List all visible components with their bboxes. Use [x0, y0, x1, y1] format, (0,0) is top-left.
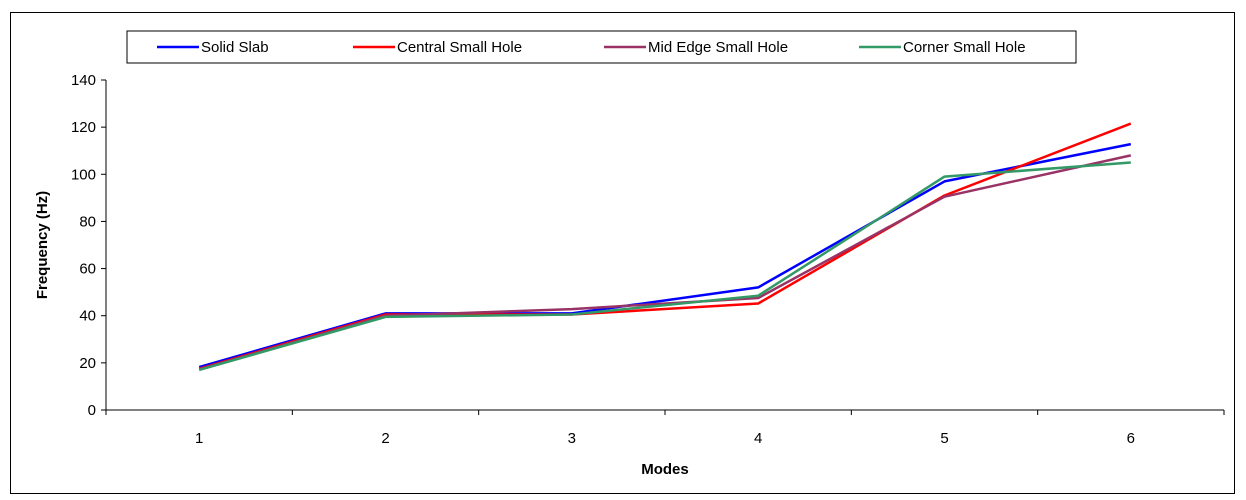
x-tick-label: 2	[381, 430, 389, 447]
y-tick-label: 100	[71, 166, 96, 183]
series-line-central-small-hole	[198, 122, 1132, 371]
legend-label: Central Small Hole	[397, 39, 522, 56]
series-line-corner-small-hole	[198, 161, 1131, 372]
x-tick-label: 3	[568, 430, 576, 447]
x-axis-title: Modes	[641, 461, 689, 478]
y-tick-label: 120	[71, 119, 96, 136]
x-ticks: 1 2 3 4 5 6	[105, 410, 1225, 447]
y-tick-label: 140	[71, 72, 96, 89]
y-tick-label: 80	[79, 213, 96, 230]
x-tick-label: 5	[940, 430, 948, 447]
legend-box	[126, 30, 1077, 64]
series-lines	[198, 122, 1132, 372]
x-tick-label: 6	[1127, 430, 1135, 447]
series-line-mid-edge-small-hole	[198, 154, 1132, 371]
y-tick-label: 20	[79, 355, 96, 372]
legend-label: Corner Small Hole	[903, 39, 1026, 56]
y-tick-label: 60	[79, 261, 96, 278]
y-tick-label: 40	[79, 308, 96, 325]
legend-label: Solid Slab	[201, 39, 269, 56]
y-ticks: 0 20 40 60 80 100 120 140	[71, 72, 106, 419]
chart-frame	[10, 12, 1235, 494]
x-tick-label: 1	[195, 430, 203, 447]
x-tick-label: 4	[754, 430, 762, 447]
axes	[105, 80, 1224, 411]
legend-label: Mid Edge Small Hole	[648, 39, 788, 56]
y-tick-label: 0	[88, 402, 96, 419]
y-axis-title: Frequency (Hz)	[34, 191, 51, 299]
legend: Solid Slab Central Small Hole Mid Edge Sma…	[126, 30, 1077, 64]
